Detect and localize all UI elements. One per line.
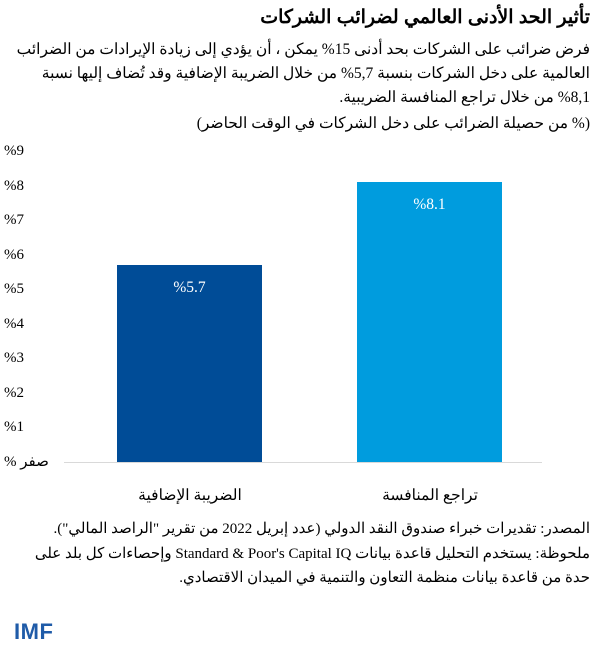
- bar-additional-tax: %5.7: [117, 265, 262, 462]
- bar-value-label: %8.1: [413, 196, 446, 214]
- y-tick-label: %3: [4, 350, 24, 367]
- y-tick-label: %1: [4, 419, 24, 436]
- x-label-reduced-competition: تراجع المنافسة: [382, 487, 478, 504]
- imf-logo: IMF: [14, 619, 54, 644]
- y-tick-label: %8: [4, 177, 24, 194]
- x-axis-baseline: [64, 462, 542, 463]
- y-tick-label: % صفر: [4, 454, 49, 470]
- y-tick-label: %4: [4, 315, 24, 332]
- chart-subtitle: فرض ضرائب على الشركات بحد أدنى 15% يمكن …: [16, 41, 590, 106]
- y-tick-label: %2: [4, 384, 24, 401]
- methodology-note: ملحوظة: يستخدم التحليل قاعدة بيانات Stan…: [34, 546, 590, 586]
- y-tick-label: %9: [4, 143, 24, 159]
- y-tick-label: %6: [4, 246, 24, 263]
- bar-value-label: %5.7: [173, 279, 206, 297]
- source-note: المصدر: تقديرات خبراء صندوق النقد الدولي…: [53, 521, 590, 537]
- y-tick-label: %7: [4, 212, 24, 229]
- y-tick-label: %5: [4, 281, 24, 298]
- bar-reduced-competition: %8.1: [357, 182, 502, 462]
- unit-label: (% من حصيلة الضرائب على دخل الشركات في ا…: [196, 115, 590, 132]
- plot-area: %5.7 %8.1: [64, 151, 542, 463]
- x-label-additional-tax: الضريبة الإضافية: [138, 487, 242, 504]
- chart-title: تأثير الحد الأدنى العالمي لضرائب الشركات: [260, 7, 590, 28]
